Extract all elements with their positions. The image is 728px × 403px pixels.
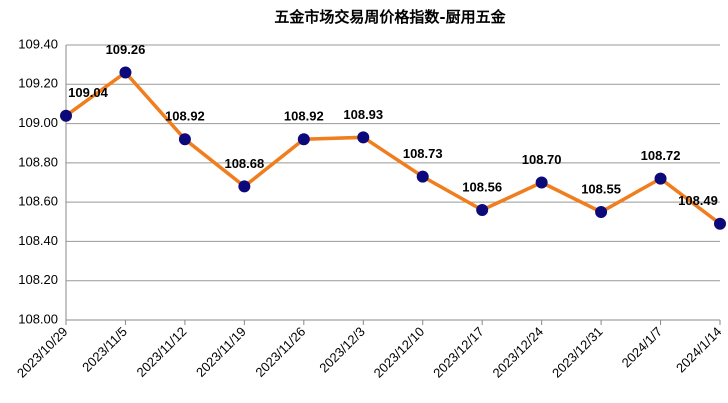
x-tick-label: 2023/10/29 — [14, 324, 71, 381]
data-label: 108.68 — [224, 156, 264, 171]
line — [64, 70, 722, 226]
x-tick-label: 2023/12/10 — [371, 324, 428, 381]
x-tick-label: 2024/1/14 — [673, 324, 725, 376]
y-tick-label: 109.40 — [18, 36, 58, 51]
marker — [178, 133, 191, 146]
x-tick-label: 2023/11/26 — [252, 324, 308, 380]
data-label: 108.92 — [284, 109, 324, 124]
x-tick-label: 2024/1/7 — [619, 324, 665, 370]
x-tick-label: 2023/11/5 — [79, 324, 130, 375]
x-tick-label: 2023/12/17 — [430, 324, 487, 381]
x-tick-label: 2023/12/3 — [316, 324, 368, 376]
marker — [416, 170, 429, 183]
data-label: 108.70 — [522, 152, 562, 167]
data-label: 108.73 — [403, 146, 443, 161]
marker — [714, 217, 726, 230]
marker — [654, 172, 667, 185]
x-tick-label: 2023/11/12 — [134, 324, 190, 380]
y-tick-label: 109.20 — [18, 76, 58, 91]
marker — [60, 109, 72, 122]
data-label: 108.56 — [462, 179, 502, 194]
y-tick-label: 109.00 — [18, 115, 58, 130]
x-tick-label: 2023/11/19 — [193, 324, 249, 380]
marker — [238, 180, 251, 193]
marker — [357, 131, 370, 144]
data-label: 108.49 — [678, 193, 718, 208]
y-tick-label: 108.00 — [18, 311, 58, 326]
marker — [595, 205, 608, 218]
y-tick-label: 108.80 — [18, 154, 58, 169]
chart-title: 五金市场交易周价格指数-厨用五金 — [274, 8, 506, 26]
data-label: 108.55 — [581, 181, 621, 196]
marker — [297, 133, 310, 146]
data-label: 108.92 — [165, 109, 205, 124]
y-tick-label: 108.60 — [18, 194, 58, 209]
y-tick-label: 108.40 — [18, 233, 58, 248]
x-tick-label: 2023/12/24 — [490, 324, 547, 381]
data-label: 109.04 — [68, 85, 109, 100]
marker — [119, 66, 132, 79]
marker — [535, 176, 548, 189]
data-label: 108.72 — [641, 148, 681, 163]
y-tick-label: 108.20 — [18, 272, 58, 287]
data-label: 109.26 — [106, 42, 146, 57]
marker — [476, 204, 489, 216]
x-tick-label: 2023/12/31 — [549, 324, 606, 381]
data-label: 108.93 — [343, 107, 383, 122]
